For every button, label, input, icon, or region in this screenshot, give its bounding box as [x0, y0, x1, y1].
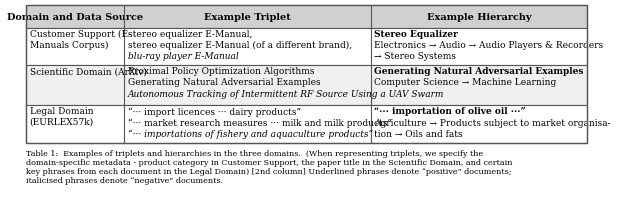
Text: “··· importations of fishery and aquaculture products”: “··· importations of fishery and aquacul… [128, 129, 373, 139]
Text: Example Triplet: Example Triplet [204, 13, 291, 22]
Text: Example Hierarchy: Example Hierarchy [427, 13, 531, 22]
Text: Computer Science → Machine Learning: Computer Science → Machine Learning [374, 78, 557, 87]
Text: Autonomous Tracking of Intermittent RF Source Using a UAV Swarm: Autonomous Tracking of Intermittent RF S… [128, 89, 444, 98]
Text: stereo equalizer E-Manual (of a different brand),: stereo equalizer E-Manual (of a differen… [128, 41, 352, 50]
Text: Generating Natural Adversarial Examples: Generating Natural Adversarial Examples [374, 67, 584, 76]
Text: “··· importation of olive oil ···”: “··· importation of olive oil ···” [374, 107, 526, 116]
Text: “··· market research measures ··· milk and milk products”: “··· market research measures ··· milk a… [128, 118, 392, 128]
Text: Scientific Domain (ArXiv): Scientific Domain (ArXiv) [29, 67, 147, 76]
Text: tion → Oils and fats: tion → Oils and fats [374, 129, 463, 138]
Text: Legal Domain
(EURLEX57k): Legal Domain (EURLEX57k) [29, 107, 94, 126]
Bar [26, 106, 587, 143]
Text: Customer Support (E-
Manuals Corpus): Customer Support (E- Manuals Corpus) [29, 30, 131, 49]
Text: Stereo Equalizer: Stereo Equalizer [374, 30, 458, 39]
Text: Generating Natural Adversarial Examples: Generating Natural Adversarial Examples [128, 78, 321, 87]
Bar [26, 6, 587, 143]
Text: stereo equalizer E-Manual,: stereo equalizer E-Manual, [128, 30, 252, 39]
Text: Domain and Data Source: Domain and Data Source [7, 13, 143, 22]
Text: blu-ray player E-Manual: blu-ray player E-Manual [128, 52, 239, 61]
Bar [26, 29, 587, 66]
Text: Electronics → Audio → Audio Players & Recorders: Electronics → Audio → Audio Players & Re… [374, 41, 604, 50]
Text: “··· import licences ··· dairy products”: “··· import licences ··· dairy products” [128, 107, 301, 116]
Text: Table 1:  Examples of triplets and hierarchies in the three domains.  (When repr: Table 1: Examples of triplets and hierar… [26, 149, 513, 184]
Bar [26, 66, 587, 106]
Bar [26, 6, 587, 29]
Text: → Stereo Systems: → Stereo Systems [374, 52, 456, 61]
Text: Agriculture → Products subject to market organisa-: Agriculture → Products subject to market… [374, 118, 611, 127]
Text: Proximal Policy Optimization Algorithms: Proximal Policy Optimization Algorithms [128, 67, 314, 76]
